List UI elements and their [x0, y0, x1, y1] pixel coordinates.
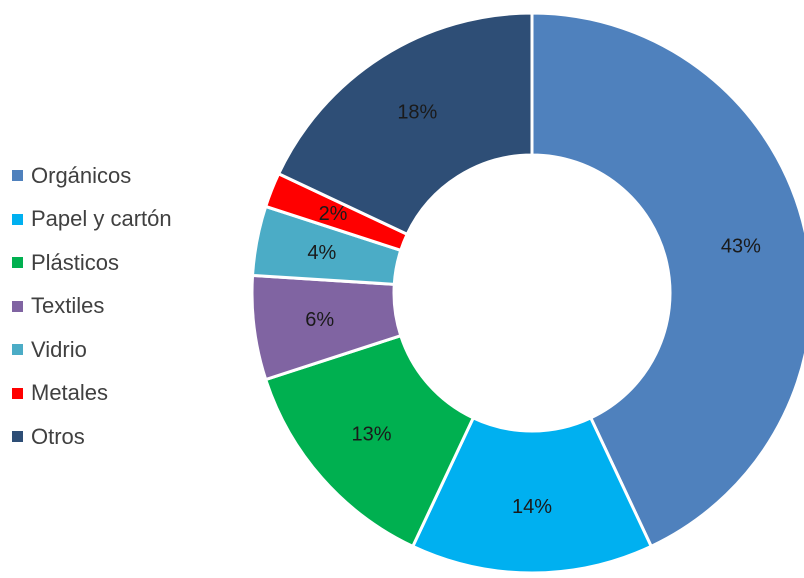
legend-item: Orgánicos: [12, 154, 172, 198]
legend-item: Papel y cartón: [12, 198, 172, 242]
slices-group: [250, 11, 804, 575]
legend-swatch: [12, 257, 23, 269]
legend-swatch: [12, 170, 23, 182]
legend-label: Plásticos: [31, 249, 120, 275]
slice-papel-y-cartón: [410, 415, 654, 575]
data-label: 43%: [721, 235, 761, 257]
legend-swatch: [12, 300, 23, 312]
legend-label: Metales: [31, 380, 109, 406]
legend-swatch: [12, 213, 23, 225]
data-label: 14%: [512, 496, 552, 518]
slice-plásticos: [263, 333, 476, 549]
slice-orgánicos: [530, 11, 804, 549]
legend-label: Orgánicos: [31, 162, 132, 188]
legend-item: Otros: [12, 415, 172, 459]
data-label: 13%: [351, 424, 391, 446]
legend-label: Vidrio: [31, 336, 87, 362]
data-label: 4%: [307, 242, 336, 264]
legend-item: Plásticos: [12, 241, 172, 285]
data-label: 6%: [305, 309, 334, 331]
data-label: 2%: [319, 203, 348, 225]
slice-otros: [276, 11, 534, 237]
legend-item: Vidrio: [12, 328, 172, 372]
legend-label: Textiles: [31, 293, 105, 319]
legend-swatch: [12, 344, 23, 356]
data-label: 18%: [397, 101, 437, 123]
legend: Orgánicos Papel y cartón Plásticos Textiles…: [12, 154, 172, 459]
legend-item: Textiles: [12, 285, 172, 329]
legend-label: Papel y cartón: [31, 206, 172, 232]
legend-label: Otros: [31, 423, 85, 449]
legend-swatch: [12, 387, 23, 399]
labels-group: 43% 14% 13% 6% 4% 2% 18%: [305, 101, 761, 518]
legend-item: Metales: [12, 372, 172, 416]
legend-swatch: [12, 431, 23, 443]
